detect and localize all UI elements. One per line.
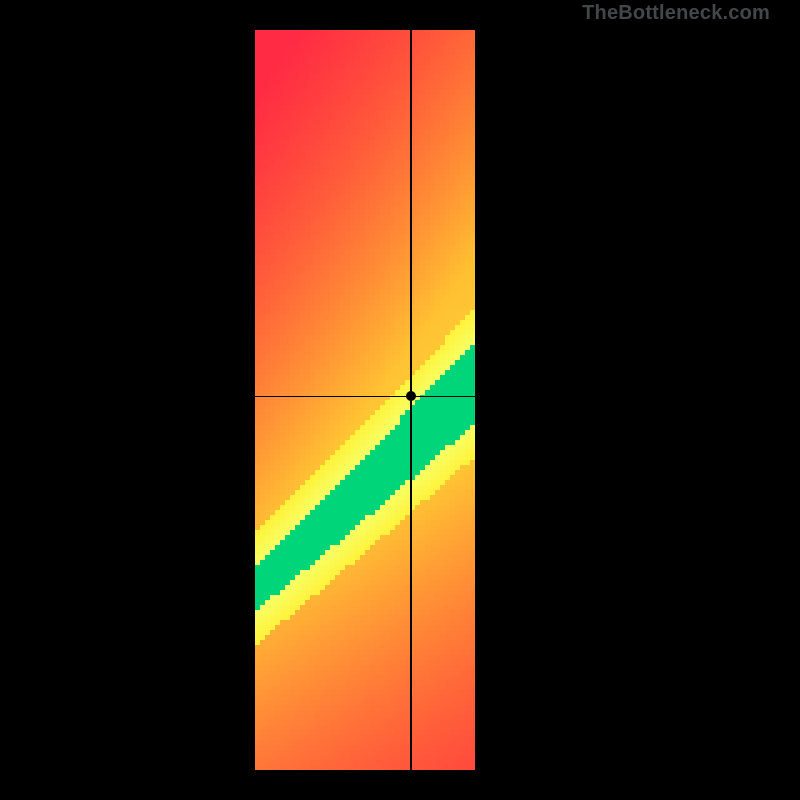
chart-frame: TheBottleneck.com xyxy=(0,0,800,800)
plot-area xyxy=(30,30,770,770)
heatmap-canvas xyxy=(30,30,770,770)
source-label: TheBottleneck.com xyxy=(582,2,770,25)
